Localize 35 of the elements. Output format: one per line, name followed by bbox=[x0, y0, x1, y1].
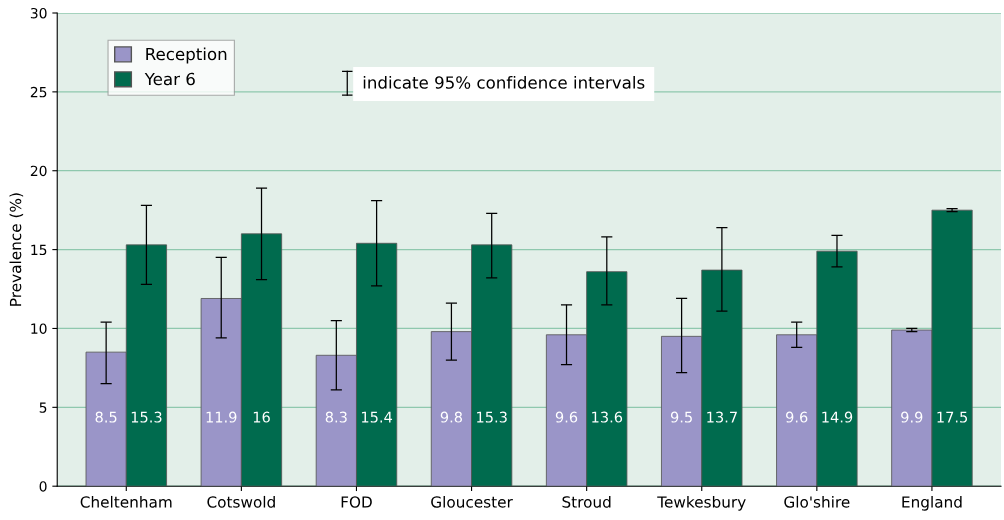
data-label: 13.7 bbox=[707, 411, 737, 423]
y-tick-label: 5 bbox=[39, 402, 47, 413]
data-label: 9.6 bbox=[555, 411, 578, 423]
data-label: 9.8 bbox=[440, 411, 463, 423]
data-label: 17.5 bbox=[937, 411, 968, 423]
data-label: 9.6 bbox=[786, 411, 808, 423]
y-tick-label: 0 bbox=[39, 481, 47, 492]
x-tick-label: Glo'shire bbox=[784, 495, 850, 508]
data-label: 8.5 bbox=[95, 411, 117, 423]
data-label: 15.4 bbox=[361, 411, 393, 423]
x-tick-label: England bbox=[902, 495, 962, 511]
y-tick-label: 15 bbox=[31, 244, 47, 256]
y-tick-label: 30 bbox=[30, 7, 47, 19]
data-label: 16 bbox=[253, 411, 270, 423]
x-tick-label: Cheltenham bbox=[80, 495, 172, 508]
legend-label: Reception bbox=[146, 47, 227, 64]
annotation: indicate 95% confidence intervals bbox=[363, 75, 645, 89]
x-tick-label: Cotswold bbox=[207, 495, 275, 508]
legend-label: Year 6 bbox=[144, 72, 195, 86]
x-tick-label: Gloucester bbox=[431, 495, 513, 508]
data-label: 8.3 bbox=[325, 411, 347, 423]
data-label: 9.5 bbox=[670, 411, 692, 423]
y-tick-label: 25 bbox=[30, 86, 47, 98]
data-label: 9.9 bbox=[901, 411, 923, 423]
data-label: 15.3 bbox=[477, 411, 507, 423]
y-tick-label: 20 bbox=[30, 165, 47, 177]
x-tick-label: FOD bbox=[341, 496, 372, 508]
data-label: 15.3 bbox=[131, 411, 162, 423]
y-tick-label: 10 bbox=[31, 323, 47, 334]
data-label: 11.9 bbox=[206, 411, 237, 423]
data-label: 14.9 bbox=[822, 411, 853, 423]
x-tick-label: Tewkesbury bbox=[657, 495, 746, 511]
y-axis-title: Prevalence (%) bbox=[9, 193, 24, 306]
x-tick-label: Stroud bbox=[562, 495, 611, 508]
data-label: 13.6 bbox=[592, 411, 623, 423]
